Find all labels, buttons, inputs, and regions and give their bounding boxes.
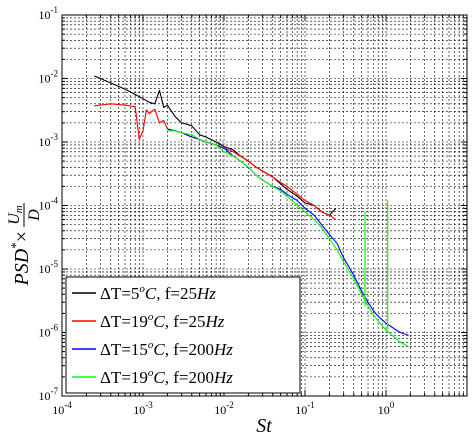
- series-line-3: [167, 130, 409, 348]
- x-tick-label: 10-2: [214, 400, 234, 417]
- x-tick-label: 10-1: [295, 400, 315, 417]
- legend-box: [65, 276, 301, 394]
- y-axis-label: PSD*× Um D: [6, 203, 43, 286]
- y-tick-label: 10-2: [39, 69, 59, 86]
- legend-label-2: ΔT=15oC, f=200Hz: [100, 339, 233, 359]
- series-line-0: [93, 75, 337, 216]
- legend-label-0: ΔT=5oC, f=25Hz: [100, 283, 216, 303]
- legend: ΔT=5oC, f=25Hz ΔT=19oC, f=25Hz ΔT=15oC, f=…: [65, 276, 301, 394]
- y-label-fraction-numerator: Um: [6, 205, 25, 225]
- y-tick-label: 10-4: [39, 196, 59, 213]
- y-tick-label: 10-1: [39, 5, 59, 22]
- y-tick-label: 10-6: [39, 323, 59, 340]
- x-tick-label: 100: [378, 400, 395, 417]
- y-label-sup: *: [8, 242, 23, 249]
- y-label-main: PSD: [11, 248, 33, 286]
- legend-label-1: ΔT=19oC, f=25Hz: [100, 311, 225, 331]
- series-layer: [93, 75, 409, 348]
- legend-label-3: ΔT=19oC, f=200Hz: [100, 367, 233, 387]
- x-tick-label: 10-3: [133, 400, 153, 417]
- y-label-fraction-denominator: D: [26, 209, 43, 222]
- svg-text:PSD*×: PSD*×: [8, 231, 33, 286]
- y-tick-label: 10-5: [39, 259, 59, 276]
- x-axis-label: St: [256, 415, 272, 437]
- axis-ticks: [61, 15, 467, 397]
- tick-labels: 10-4 10-3 10-2 10-1 100 10-7 10-6 10-5 10-4 10-3 1…: [39, 5, 395, 417]
- x-tick-label: 10-4: [52, 400, 72, 417]
- y-label-times: ×: [11, 231, 33, 242]
- y-tick-label: 10-7: [39, 386, 59, 403]
- y-tick-label: 10-3: [39, 132, 59, 149]
